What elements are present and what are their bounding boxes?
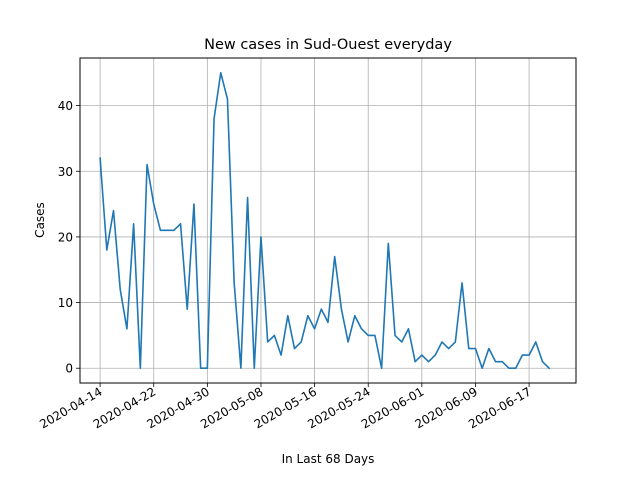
- y-tick-label: 10: [58, 296, 73, 310]
- chart-title: New cases in Sud-Ouest everyday: [204, 37, 452, 53]
- y-tick-label: 40: [58, 99, 73, 113]
- y-axis: 0 10 20 30 40: [58, 99, 80, 376]
- plot-frame: [79, 57, 577, 384]
- series-group: [99, 71, 551, 370]
- series-line: [99, 71, 551, 370]
- y-axis-label: Cases: [33, 202, 47, 238]
- plot-area: [80, 58, 576, 383]
- y-tick-label: 30: [58, 165, 73, 179]
- y-tick-label: 20: [58, 230, 73, 244]
- x-axis-label: In Last 68 Days: [282, 452, 375, 466]
- y-tick-label: 0: [65, 362, 73, 376]
